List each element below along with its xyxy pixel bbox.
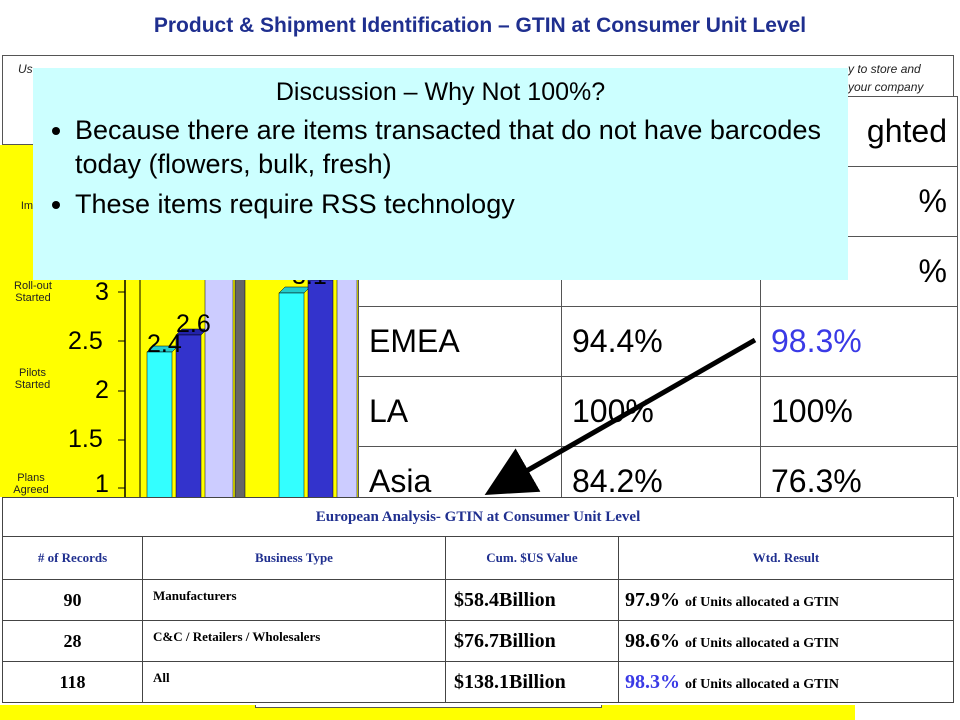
column-header: Business Type — [142, 536, 446, 580]
table-header-row: # of Records Business Type Cum. $US Valu… — [2, 536, 954, 580]
value-cell: $76.7Billion — [445, 620, 619, 662]
weighted-value: 98.3% — [760, 306, 958, 377]
bar-blue-2 — [307, 279, 334, 498]
discussion-callout: Discussion – Why Not 100%? Because there… — [33, 68, 848, 280]
result-cell: 98.3% of Units allocated a GTIN — [618, 661, 954, 703]
column-header: # of Records — [2, 536, 143, 580]
bar-cyan-1 — [146, 351, 173, 498]
table-row: 118 All $138.1Billion 98.3% of Units all… — [2, 661, 954, 703]
arrow-line — [484, 337, 757, 495]
result-value: 98.3% — [625, 670, 680, 693]
y-tick-label: 1.5 — [68, 425, 103, 453]
y-tick-label: 2.5 — [68, 327, 103, 355]
side-label-rollout: Roll-out Started — [14, 280, 52, 304]
side-label-pilots: Pilots Started — [14, 367, 51, 391]
result-suffix: of Units allocated a GTIN — [685, 594, 839, 610]
y-tick-label: 2 — [95, 376, 109, 404]
slide-title: Product & Shipment Identification – GTIN… — [153, 14, 807, 37]
bar-lavender-1 — [204, 259, 234, 498]
arrow-annotation — [484, 337, 757, 495]
y-tick-label: 1 — [95, 470, 109, 498]
region-name: EMEA — [358, 306, 562, 377]
result-cell: 97.9% of Units allocated a GTIN — [618, 579, 954, 621]
result-value: 97.9% — [625, 588, 680, 611]
bar-blue-1 — [175, 334, 202, 498]
weighted-value: 100% — [760, 376, 958, 447]
result-cell: 98.6% of Units allocated a GTIN — [618, 620, 954, 662]
business-type-cell: All — [142, 661, 446, 703]
records-cell: 28 — [2, 620, 143, 662]
table-row: 90 Manufacturers $58.4Billion 97.9% of U… — [2, 579, 954, 621]
separator-bar — [234, 259, 246, 498]
column-header: Cum. $US Value — [445, 536, 619, 580]
bar-chart — [118, 259, 358, 498]
callout-title: Discussion – Why Not 100%? — [275, 78, 606, 106]
business-type-cell: Manufacturers — [142, 579, 446, 621]
value-cell: $138.1Billion — [445, 661, 619, 703]
subtitle-right-1: y to store and — [848, 62, 921, 76]
records-cell: 118 — [2, 661, 143, 703]
table-row: EMEA 94.4% 98.3% — [358, 306, 958, 377]
table-row: 28 C&C / Retailers / Wholesalers $76.7Bi… — [2, 620, 954, 662]
table-row: LA 100% 100% — [358, 376, 958, 447]
y-tick-label: 3 — [95, 278, 109, 306]
side-label-plans: Plans Agreed — [13, 472, 49, 496]
result-value: 98.6% — [625, 629, 680, 652]
weighted-header: ghted — [760, 96, 958, 167]
business-type-cell: C&C / Retailers / Wholesalers — [142, 620, 446, 662]
bar-cyan-2 — [278, 292, 305, 498]
table-row: European Analysis- GTIN at Consumer Unit… — [2, 497, 954, 537]
callout-bullet: These items require RSS technology — [75, 187, 848, 221]
bar-lavender-2 — [336, 259, 358, 498]
european-table: European Analysis- GTIN at Consumer Unit… — [2, 497, 954, 703]
callout-bullet: Because there are items transacted that … — [75, 113, 848, 181]
european-title: European Analysis- GTIN at Consumer Unit… — [2, 497, 954, 537]
subtitle-right-2: your company — [848, 80, 924, 94]
subtitle-left: Us — [18, 62, 33, 76]
european-analysis: European Analysis- GTIN at Consumer Unit… — [0, 497, 960, 705]
column-header: Wtd. Result — [618, 536, 954, 580]
bar-value-label: 2.4 — [147, 330, 182, 358]
records-cell: 90 — [2, 579, 143, 621]
callout-bullets: Because there are items transacted that … — [33, 113, 848, 221]
result-suffix: of Units allocated a GTIN — [685, 635, 839, 651]
region-value: 94.4% — [561, 306, 761, 377]
result-suffix: of Units allocated a GTIN — [685, 676, 839, 692]
bar-value-label: 2.6 — [176, 310, 211, 338]
value-cell: $58.4Billion — [445, 579, 619, 621]
